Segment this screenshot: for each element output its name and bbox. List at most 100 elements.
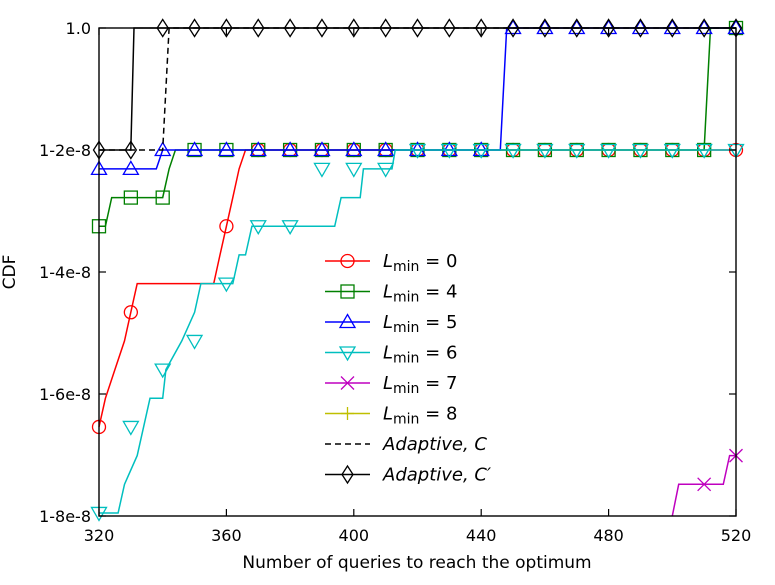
legend-entry: Adaptive, C′ (325, 465, 491, 486)
legend-entry: Lmin = 8 (325, 404, 457, 428)
legend-label-main: L (383, 251, 393, 272)
legend-label-sub: min (393, 351, 419, 367)
ticks-layer: 320 360 400 440 480 520 1.0 1-2e-8 1-4e-8 1-6e-8 1… (39, 19, 751, 545)
data-point (347, 18, 361, 38)
data-point (219, 219, 234, 234)
data-point (440, 143, 458, 159)
data-point (536, 19, 554, 35)
legend-label-sub: min (393, 259, 419, 275)
data-point (154, 363, 172, 379)
legend-marker (341, 407, 354, 420)
legend-entry: Lmin = 4 (325, 282, 457, 306)
legend-entry: Lmin = 0 (325, 251, 457, 275)
data-point (185, 141, 204, 157)
data-point (123, 305, 139, 320)
legend-label-rest: = 5 (419, 312, 457, 333)
legend-label-rest: = 4 (419, 282, 457, 303)
legend-label: Adaptive, C′ (382, 465, 491, 486)
data-point (315, 18, 329, 38)
data-point (443, 18, 456, 38)
data-point (251, 18, 265, 38)
x-tick-label: 360 (211, 526, 242, 545)
series-line (99, 149, 736, 514)
legend-label: Lmin = 7 (383, 373, 457, 397)
data-point (599, 143, 618, 159)
data-point (188, 18, 201, 38)
legend-entry: Lmin = 6 (325, 343, 457, 367)
data-point (570, 18, 584, 38)
data-point (283, 18, 297, 38)
data-point (411, 18, 424, 38)
x-tick-label: 440 (466, 526, 497, 545)
data-point (124, 140, 138, 160)
data-point (345, 162, 363, 178)
data-point (156, 18, 169, 38)
data-point (122, 420, 140, 436)
y-tick-label: 1.0 (66, 19, 91, 38)
legend-label: Adaptive, C (382, 434, 487, 455)
legend-label: Lmin = 0 (383, 251, 457, 275)
data-point (313, 162, 331, 178)
data-point (568, 19, 586, 35)
legend-marker (338, 346, 357, 362)
data-point (281, 141, 299, 157)
data-point (122, 160, 140, 176)
data-point (408, 141, 427, 157)
y-axis-title: CDF (0, 255, 20, 290)
legend-label-sub: min (393, 381, 419, 397)
data-point (472, 143, 490, 159)
legend-label: Lmin = 8 (383, 404, 457, 428)
x-tick-label: 480 (593, 526, 624, 545)
legend-entry: Lmin = 7 (325, 373, 457, 397)
legend-marker (340, 284, 355, 299)
data-point (697, 477, 712, 492)
legend-label-sub: min (393, 320, 419, 336)
legend-marker (340, 376, 355, 390)
legend-label-main: L (383, 373, 393, 394)
data-point (663, 143, 681, 159)
data-point (695, 19, 713, 35)
data-point (440, 141, 458, 157)
data-point (249, 220, 267, 236)
data-point (281, 220, 299, 236)
data-point (602, 18, 615, 38)
data-point (634, 18, 647, 38)
legend-label-rest: = 7 (419, 373, 457, 394)
data-point (217, 277, 236, 293)
data-point (663, 19, 681, 35)
data-point (631, 19, 650, 35)
legend-label-main: L (383, 312, 393, 333)
data-point (345, 141, 363, 157)
legend-marker (338, 313, 357, 329)
legend-label: Lmin = 5 (383, 312, 457, 336)
x-tick-label: 400 (339, 526, 370, 545)
data-point (506, 18, 520, 38)
data-point (123, 190, 138, 205)
y-tick-label: 1-4e-8 (39, 263, 91, 282)
legend-label-rest: = 0 (419, 251, 457, 272)
legend-label-main: L (383, 404, 393, 425)
data-point (568, 143, 586, 159)
data-point (666, 18, 679, 38)
legend-label-main: Adaptive, C′ (382, 465, 491, 486)
data-point (538, 18, 552, 38)
data-point (504, 143, 522, 159)
legend-label-rest: = 8 (419, 404, 457, 425)
x-tick-label: 520 (721, 526, 752, 545)
legend-marker (341, 464, 354, 485)
data-point (155, 190, 170, 205)
legend-entry: Lmin = 5 (325, 312, 457, 336)
legend-label-main: L (383, 282, 393, 303)
legend-label-sub: min (393, 412, 419, 428)
data-point (379, 18, 392, 38)
y-tick-label: 1-2e-8 (39, 141, 91, 160)
data-point (474, 18, 488, 38)
series-line (99, 27, 736, 170)
data-point (154, 141, 172, 157)
series-2 (90, 19, 745, 176)
data-point (472, 141, 490, 157)
data-point (631, 143, 650, 159)
